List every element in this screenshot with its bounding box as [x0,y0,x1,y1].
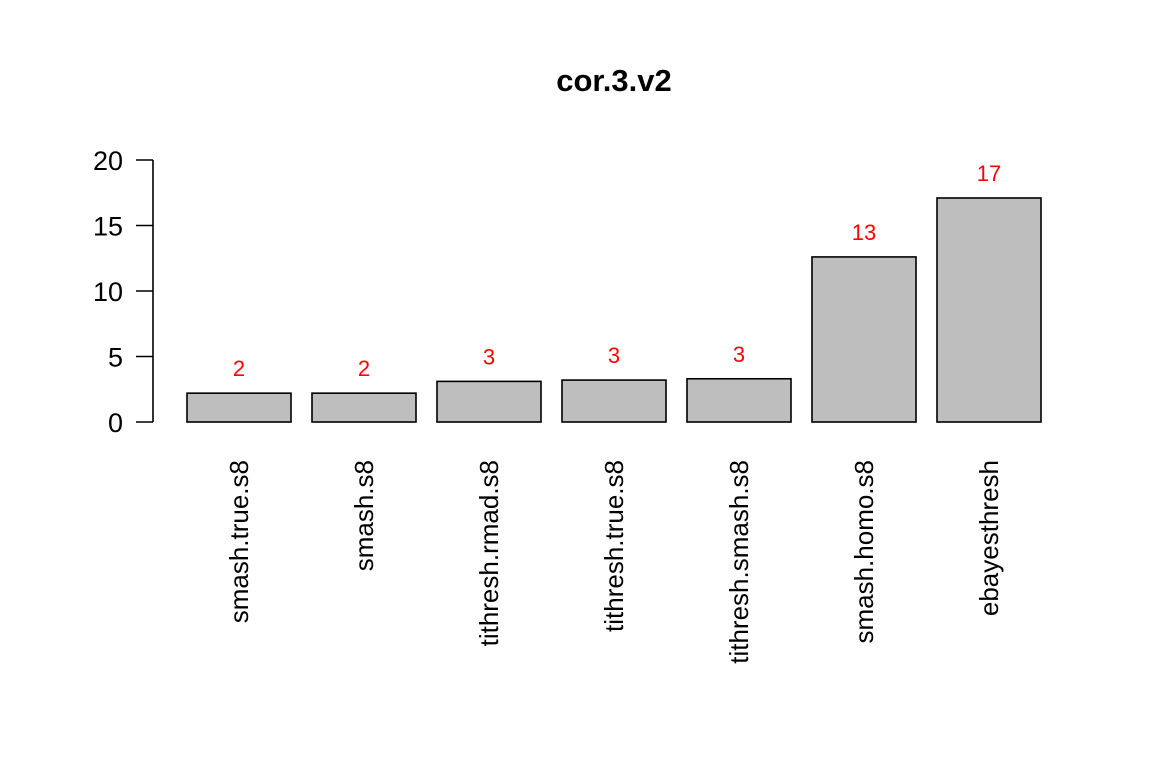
data-label: 13 [852,220,876,245]
category-labels: smash.true.s8 smash.s8 tithresh.rmad.s8 tit… [224,460,1004,664]
category-label: smash.homo.s8 [849,460,879,644]
bar [436,380,542,423]
data-labels: 2 2 3 3 3 13 17 [233,161,1001,381]
y-tick-label: 20 [93,146,123,176]
bar [311,392,417,423]
bar [686,377,792,423]
bar [561,379,667,423]
category-label: smash.true.s8 [224,460,254,623]
data-label: 2 [233,356,245,381]
chart-title: cor.3.v2 [556,63,671,98]
data-label: 17 [977,161,1001,186]
category-label: tithresh.true.s8 [599,460,629,632]
data-label: 3 [733,342,745,367]
category-label: ebayesthresh [974,460,1004,616]
data-label: 2 [358,356,370,381]
data-label: 3 [483,344,495,369]
category-label: smash.s8 [349,460,379,571]
y-axis: 0 5 10 15 20 [93,146,154,438]
bar [811,256,917,423]
y-tick-label: 0 [108,408,123,438]
bar [936,197,1042,423]
bar [186,392,292,423]
y-tick-label: 15 [93,212,123,242]
category-label: tithresh.rmad.s8 [474,460,504,646]
data-label: 3 [608,343,620,368]
bars [186,197,1042,423]
y-tick-label: 10 [93,277,123,307]
category-label: tithresh.smash.s8 [724,460,754,664]
y-tick-label: 5 [108,343,123,373]
